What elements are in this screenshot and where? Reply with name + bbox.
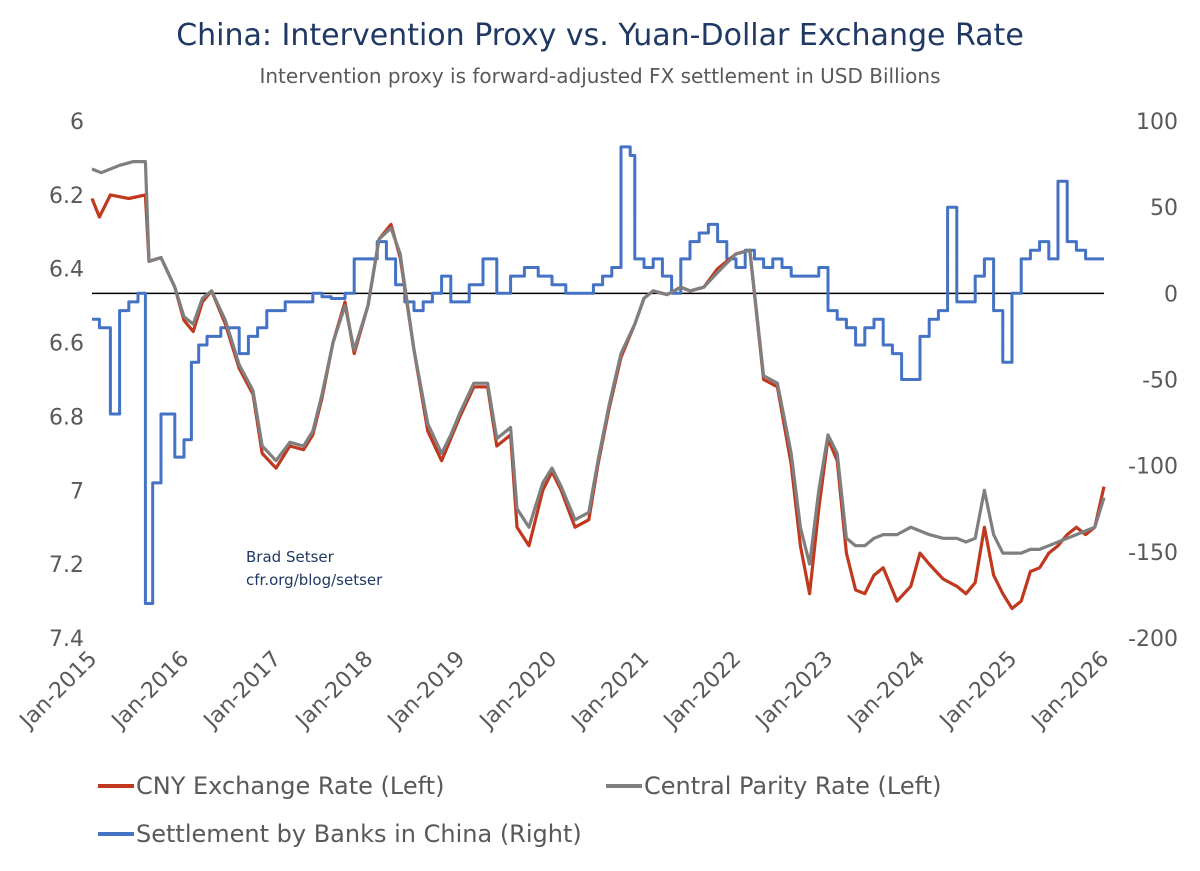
legend-swatch-settlement bbox=[98, 832, 134, 836]
left-tick-label: 7.4 bbox=[49, 627, 84, 652]
x-tick-label: Jan-2020 bbox=[474, 647, 562, 735]
series-cny-line bbox=[90, 193, 1106, 611]
right-tick-label: -100 bbox=[1128, 455, 1178, 480]
legend-swatch-cny bbox=[98, 784, 134, 788]
series-parity-line bbox=[91, 160, 1106, 566]
left-tick-label: 7.2 bbox=[49, 553, 84, 578]
annotation-author: Brad Setser bbox=[246, 548, 335, 566]
left-tick-label: 7 bbox=[70, 479, 84, 504]
left-axis: 6 6.2 6.4 6.6 6.8 7 7.2 7.4 bbox=[49, 110, 84, 652]
x-tick-label: Jan-2023 bbox=[750, 647, 838, 735]
left-tick-label: 6.4 bbox=[49, 258, 84, 283]
x-tick-label: Jan-2016 bbox=[106, 647, 194, 735]
left-tick-label: 6.6 bbox=[49, 332, 84, 357]
chart-subtitle: Intervention proxy is forward-adjusted F… bbox=[259, 64, 941, 88]
right-tick-label: -150 bbox=[1128, 541, 1178, 566]
x-tick-label: Jan-2017 bbox=[198, 647, 286, 735]
series-settlement-line bbox=[92, 145, 1104, 605]
series-group bbox=[90, 145, 1106, 611]
right-tick-label: 100 bbox=[1136, 110, 1178, 135]
x-tick-label: Jan-2015 bbox=[14, 647, 102, 735]
x-axis: Jan-2015 Jan-2016 Jan-2017 Jan-2018 Jan-2019… bbox=[14, 647, 1114, 735]
x-tick-label: Jan-2021 bbox=[566, 647, 654, 735]
left-tick-label: 6.2 bbox=[49, 184, 84, 209]
legend-label-settlement: Settlement by Banks in China (Right) bbox=[136, 820, 582, 848]
x-tick-label: Jan-2026 bbox=[1026, 647, 1114, 735]
right-tick-label: -200 bbox=[1128, 627, 1178, 652]
legend-swatch-parity bbox=[606, 784, 642, 788]
legend-label-cny: CNY Exchange Rate (Left) bbox=[136, 772, 445, 800]
chart-title: China: Intervention Proxy vs. Yuan-Dolla… bbox=[176, 18, 1024, 53]
legend-item-parity: Central Parity Rate (Left) bbox=[606, 772, 941, 800]
left-tick-label: 6.8 bbox=[49, 405, 84, 430]
right-tick-label: 50 bbox=[1150, 196, 1178, 221]
right-tick-label: -50 bbox=[1142, 369, 1178, 394]
right-tick-label: 0 bbox=[1164, 282, 1178, 307]
legend-item-settlement: Settlement by Banks in China (Right) bbox=[98, 820, 582, 848]
x-tick-label: Jan-2022 bbox=[658, 647, 746, 735]
left-tick-label: 6 bbox=[70, 110, 84, 135]
annotation-url: cfr.org/blog/setser bbox=[246, 571, 383, 589]
legend-label-parity: Central Parity Rate (Left) bbox=[644, 772, 942, 800]
right-axis: 100 50 0 -50 -100 -150 -200 bbox=[1128, 110, 1178, 652]
x-tick-label: Jan-2019 bbox=[382, 647, 470, 735]
x-tick-label: Jan-2018 bbox=[290, 647, 378, 735]
legend-item-cny: CNY Exchange Rate (Left) bbox=[98, 772, 444, 800]
x-tick-label: Jan-2024 bbox=[842, 647, 930, 735]
x-tick-label: Jan-2025 bbox=[934, 647, 1022, 735]
